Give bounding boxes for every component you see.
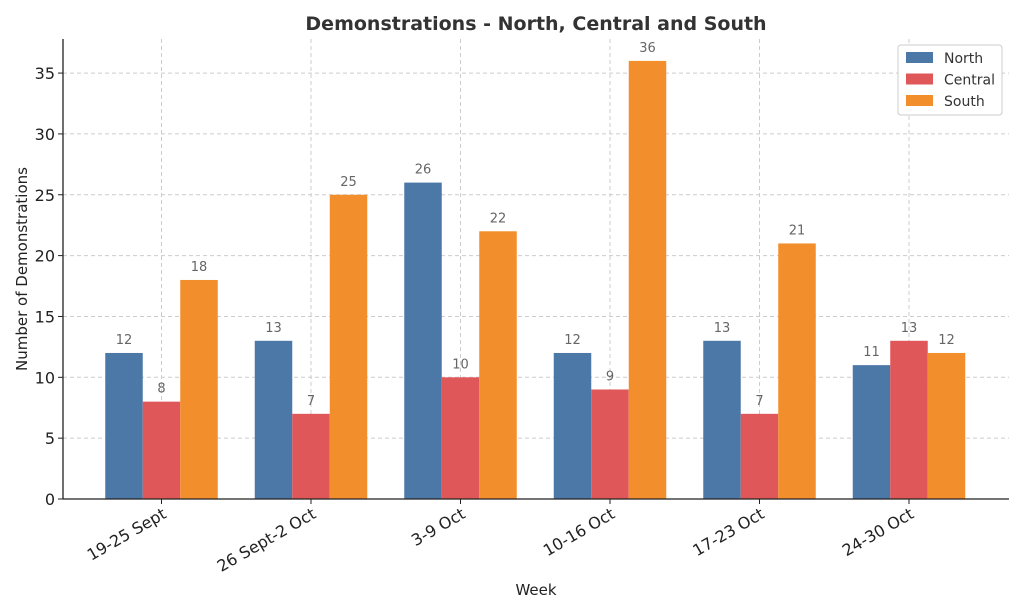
data-label-central-19-25-sept: 8 — [157, 382, 165, 397]
bar-north-10-16-oct — [553, 352, 592, 499]
data-label-central-3-9-oct: 10 — [452, 357, 469, 372]
y-tick-label: 0 — [45, 490, 55, 509]
bar-south-17-23-oct — [778, 243, 816, 499]
axes — [62, 39, 1009, 500]
legend-label-south: South — [944, 94, 985, 110]
data-label-north-19-25-sept: 12 — [116, 333, 133, 348]
y-ticks: 0 5 10 15 20 25 30 35 — [35, 64, 63, 509]
y-tick-label: 35 — [35, 64, 55, 83]
data-label-central-26-sept-2-oct: 7 — [307, 394, 315, 409]
bar-south-19-25-sept — [180, 279, 218, 499]
x-tick-label-26-sept-2-oct: 26 Sept-2 Oct — [214, 504, 319, 576]
legend-swatch-south — [906, 95, 933, 106]
bar-south-10-16-oct — [628, 60, 667, 500]
x-tick-label-24-30-oct: 24-30 Oct — [839, 504, 917, 560]
bar-central-10-16-oct — [591, 389, 629, 499]
x-axis-title: Week — [515, 581, 556, 599]
data-label-north-24-30-oct: 11 — [863, 345, 880, 360]
data-label-central-24-30-oct: 13 — [901, 321, 918, 336]
y-axis-title: Number of Demonstrations — [13, 167, 31, 371]
y-tick-label: 30 — [35, 125, 55, 144]
bar-north-3-9-oct — [404, 182, 442, 499]
data-label-north-17-23-oct: 13 — [714, 321, 731, 336]
x-tick-label-3-9-oct: 3-9 Oct — [408, 504, 469, 550]
x-tick-label-19-25-sept: 19-25 Sept — [84, 504, 170, 564]
y-tick-label: 15 — [35, 307, 55, 326]
legend-label-central: Central — [944, 73, 995, 89]
data-labels: 12 13 26 12 13 11 8 7 10 9 7 13 18 25 22 36 21 12 — [116, 41, 955, 409]
data-label-south-3-9-oct: 22 — [490, 211, 507, 226]
data-label-south-10-16-oct: 36 — [639, 41, 656, 56]
y-tick-label: 20 — [35, 247, 55, 266]
data-label-north-3-9-oct: 26 — [415, 163, 432, 178]
bar-central-26-sept-2-oct — [292, 413, 330, 499]
bar-central-3-9-oct — [441, 377, 480, 499]
bar-south-24-30-oct — [927, 352, 966, 499]
y-tick-label: 10 — [35, 368, 55, 387]
data-label-central-17-23-oct: 7 — [755, 394, 763, 409]
legend-swatch-north — [906, 52, 933, 63]
grid — [63, 39, 1009, 499]
legend-label-north: North — [944, 51, 983, 67]
bar-north-26-sept-2-oct — [254, 340, 293, 499]
data-label-south-24-30-oct: 12 — [938, 333, 955, 348]
legend: North Central South — [897, 44, 1003, 116]
data-label-south-26-sept-2-oct: 25 — [340, 175, 357, 190]
data-label-north-10-16-oct: 12 — [564, 333, 581, 348]
bar-central-24-30-oct — [890, 340, 928, 499]
bar-central-19-25-sept — [142, 401, 181, 499]
y-tick-label: 25 — [35, 186, 55, 205]
legend-swatch-central — [906, 73, 933, 85]
bar-north-24-30-oct — [852, 365, 891, 499]
bar-central-17-23-oct — [740, 413, 779, 499]
data-label-south-19-25-sept: 18 — [191, 260, 208, 275]
x-tick-label-17-23-oct: 17-23 Oct — [689, 504, 767, 560]
bar-north-17-23-oct — [703, 340, 741, 499]
bar-south-26-sept-2-oct — [329, 194, 368, 499]
data-label-north-26-sept-2-oct: 13 — [265, 321, 282, 336]
data-label-south-17-23-oct: 21 — [789, 223, 806, 238]
y-tick-label: 5 — [45, 429, 55, 448]
bar-north-19-25-sept — [105, 352, 143, 499]
data-label-central-10-16-oct: 9 — [606, 369, 614, 384]
bar-south-3-9-oct — [479, 231, 517, 499]
bars — [105, 60, 966, 500]
chart-title: Demonstrations - North, Central and Sout… — [305, 13, 766, 35]
x-ticks: 19-25 Sept 26 Sept-2 Oct 3-9 Oct 10-16 Oct 1… — [84, 499, 917, 576]
x-tick-label-10-16-oct: 10-16 Oct — [540, 504, 618, 560]
